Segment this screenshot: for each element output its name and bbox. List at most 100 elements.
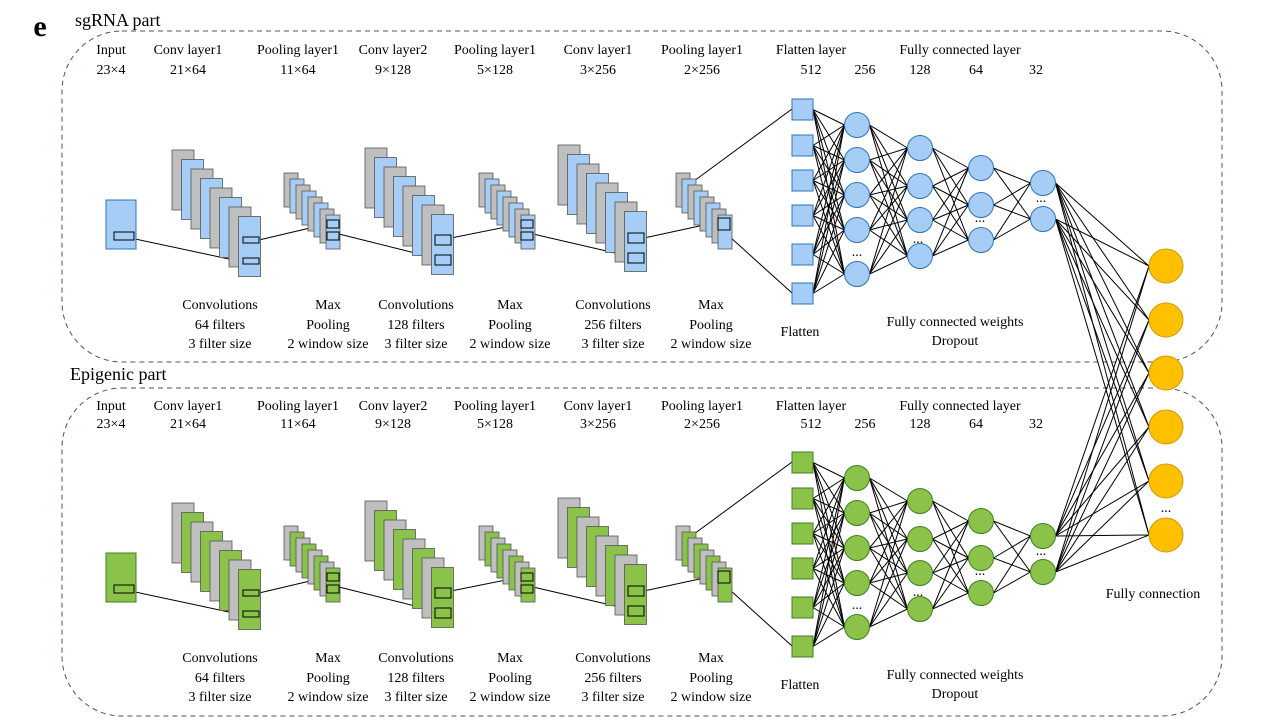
fc-link xyxy=(869,255,908,275)
fc-link xyxy=(869,147,908,231)
ellipsis-mark: ... xyxy=(975,211,986,226)
output-link xyxy=(1055,426,1150,573)
flatten-label: Flatten xyxy=(781,678,820,693)
fc-link xyxy=(869,477,908,540)
pool3-feature-map xyxy=(717,567,733,603)
fc-link xyxy=(932,239,969,257)
flatten-node xyxy=(791,522,814,545)
fc-link xyxy=(932,557,969,610)
layer-size: 3×256 xyxy=(580,63,616,78)
fc-link xyxy=(812,215,845,231)
fc-weights-label: Fully connected weights xyxy=(887,668,1024,683)
fc-link xyxy=(869,185,908,275)
layer-size: 9×128 xyxy=(375,63,411,78)
fc-link xyxy=(932,500,969,522)
fc-link xyxy=(812,124,845,255)
fc-link xyxy=(932,520,969,574)
neuron-node xyxy=(844,217,870,243)
fc-title: Fully connected layer xyxy=(899,399,1021,414)
fc-link xyxy=(812,477,845,647)
neuron-node xyxy=(968,227,994,253)
kernel-window xyxy=(434,607,452,619)
layer-name: Conv layer1 xyxy=(154,43,223,58)
output-link xyxy=(1055,319,1150,573)
fc-link xyxy=(869,500,908,584)
fc-link xyxy=(812,273,845,294)
fc-link xyxy=(812,477,845,499)
fc-link xyxy=(993,218,1031,241)
operation-label: 3 filter size xyxy=(582,337,645,352)
operation-label: 2 window size xyxy=(470,690,551,705)
fc-size: 32 xyxy=(1029,63,1043,78)
fc-link xyxy=(869,572,908,584)
fc-link xyxy=(812,229,845,294)
fc-link xyxy=(812,109,845,126)
fc-link xyxy=(932,538,969,559)
neuron-node xyxy=(907,596,933,622)
operation-label: Convolutions xyxy=(575,651,650,666)
fc-link xyxy=(993,535,1031,594)
operation-label: Max xyxy=(497,651,523,666)
operation-label: Convolutions xyxy=(378,651,453,666)
layer-name: Conv layer1 xyxy=(564,399,633,414)
output-link xyxy=(1055,372,1150,537)
operation-label: 2 window size xyxy=(288,337,369,352)
flatten-line xyxy=(729,589,793,647)
operation-label: 64 filters xyxy=(195,671,245,686)
layer-size: 2×256 xyxy=(684,417,720,432)
layer-name: Flatten layer xyxy=(776,43,847,58)
kernel-window xyxy=(434,587,452,599)
operation-label: Convolutions xyxy=(378,298,453,313)
kernel-window xyxy=(434,254,452,266)
neuron-node xyxy=(1030,170,1056,196)
fc-weights-label: Fully connected weights xyxy=(887,315,1024,330)
fc-link xyxy=(869,512,908,540)
kernel-window xyxy=(520,572,534,582)
operation-label: Pooling xyxy=(488,671,532,686)
fc-link xyxy=(932,204,969,257)
flatten-node xyxy=(791,487,814,510)
fc-link xyxy=(869,500,908,514)
fc-link xyxy=(869,147,908,161)
fc-link xyxy=(993,571,1031,594)
layer-size: 2×256 xyxy=(684,63,720,78)
fc-link xyxy=(869,538,908,584)
fc-link xyxy=(812,124,845,216)
neuron-node xyxy=(1030,523,1056,549)
neuron-node xyxy=(907,207,933,233)
pool3-feature-map xyxy=(717,214,733,250)
layer-size: 21×64 xyxy=(170,417,206,432)
neuron-node xyxy=(844,147,870,173)
kernel-window xyxy=(326,584,340,594)
neuron-node xyxy=(844,535,870,561)
fc-link xyxy=(812,124,845,294)
fc-link xyxy=(812,477,845,534)
fc-link xyxy=(869,219,908,275)
ellipsis-mark: ... xyxy=(852,598,863,613)
operation-label: Pooling xyxy=(689,318,733,333)
output-link xyxy=(1055,534,1150,537)
figure-letter: e xyxy=(33,10,46,43)
neuron-node xyxy=(907,243,933,269)
fc-size: 128 xyxy=(910,417,931,432)
fc-link xyxy=(869,538,908,628)
fc-title: Fully connected layer xyxy=(899,43,1021,58)
operation-label: 128 filters xyxy=(387,671,444,686)
fc-link xyxy=(869,124,908,149)
neuron-node xyxy=(968,545,994,571)
kernel-window xyxy=(242,610,260,618)
fc-link xyxy=(812,568,845,584)
kernel-window xyxy=(113,584,135,594)
flatten-node xyxy=(791,204,814,227)
fc-link xyxy=(812,229,845,255)
output-link xyxy=(1055,182,1150,428)
output-link xyxy=(1055,372,1150,573)
fc-link xyxy=(993,182,1031,206)
fc-link xyxy=(932,592,969,610)
fc-link xyxy=(812,477,845,569)
flatten-node xyxy=(791,451,814,474)
layer-size: 11×64 xyxy=(280,63,315,78)
kernel-window xyxy=(326,219,340,229)
layer-name: Conv layer2 xyxy=(359,399,428,414)
